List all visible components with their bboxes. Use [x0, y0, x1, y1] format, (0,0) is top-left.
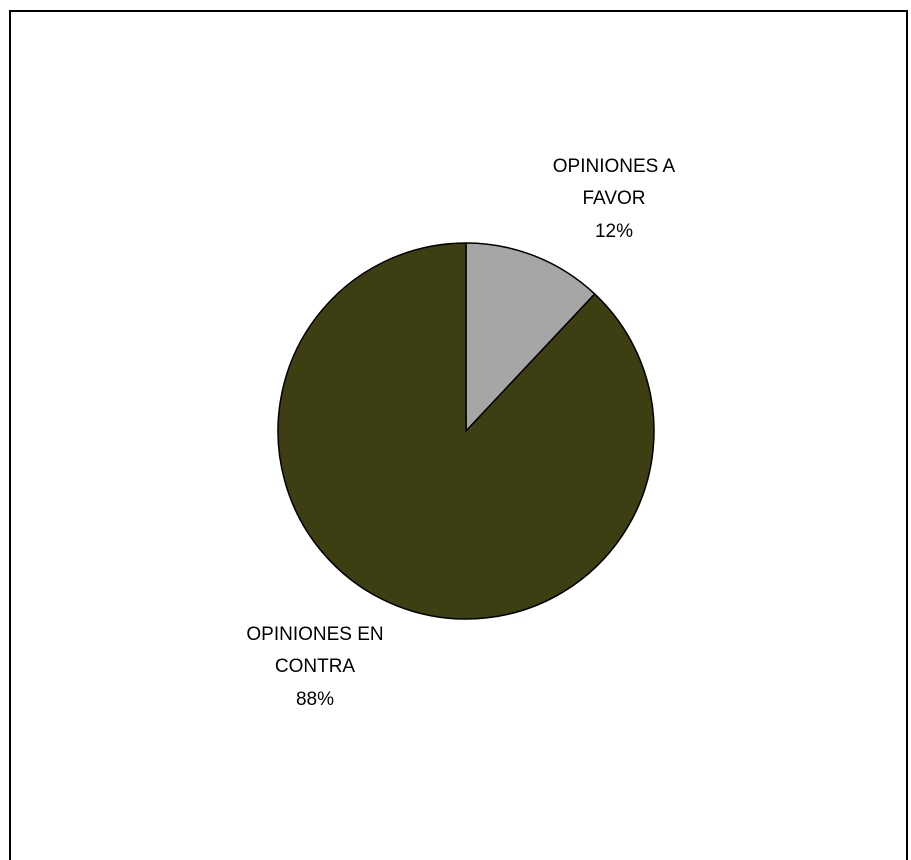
slice-percent-label: 12% [595, 221, 633, 242]
slice-label-line: CONTRA [275, 656, 356, 677]
chart-frame [9, 10, 908, 860]
slice-label-line: OPINIONES A [553, 156, 676, 177]
slice-label-line: FAVOR [583, 188, 646, 209]
slice-label-line: OPINIONES EN [246, 624, 383, 645]
pie-slice-contra [277, 242, 655, 620]
slice-label-contra: OPINIONES EN CONTRA 88% [246, 624, 383, 710]
slice-label-favor: OPINIONES A FAVOR 12% [553, 156, 676, 242]
pie-slices [277, 242, 655, 620]
slice-percent-label: 88% [296, 689, 334, 710]
pie-slice-favor [465, 242, 596, 432]
